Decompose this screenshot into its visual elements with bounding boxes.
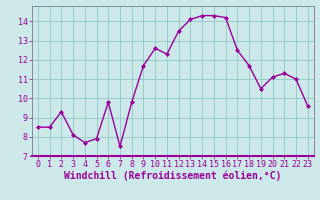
X-axis label: Windchill (Refroidissement éolien,°C): Windchill (Refroidissement éolien,°C) (64, 171, 282, 181)
